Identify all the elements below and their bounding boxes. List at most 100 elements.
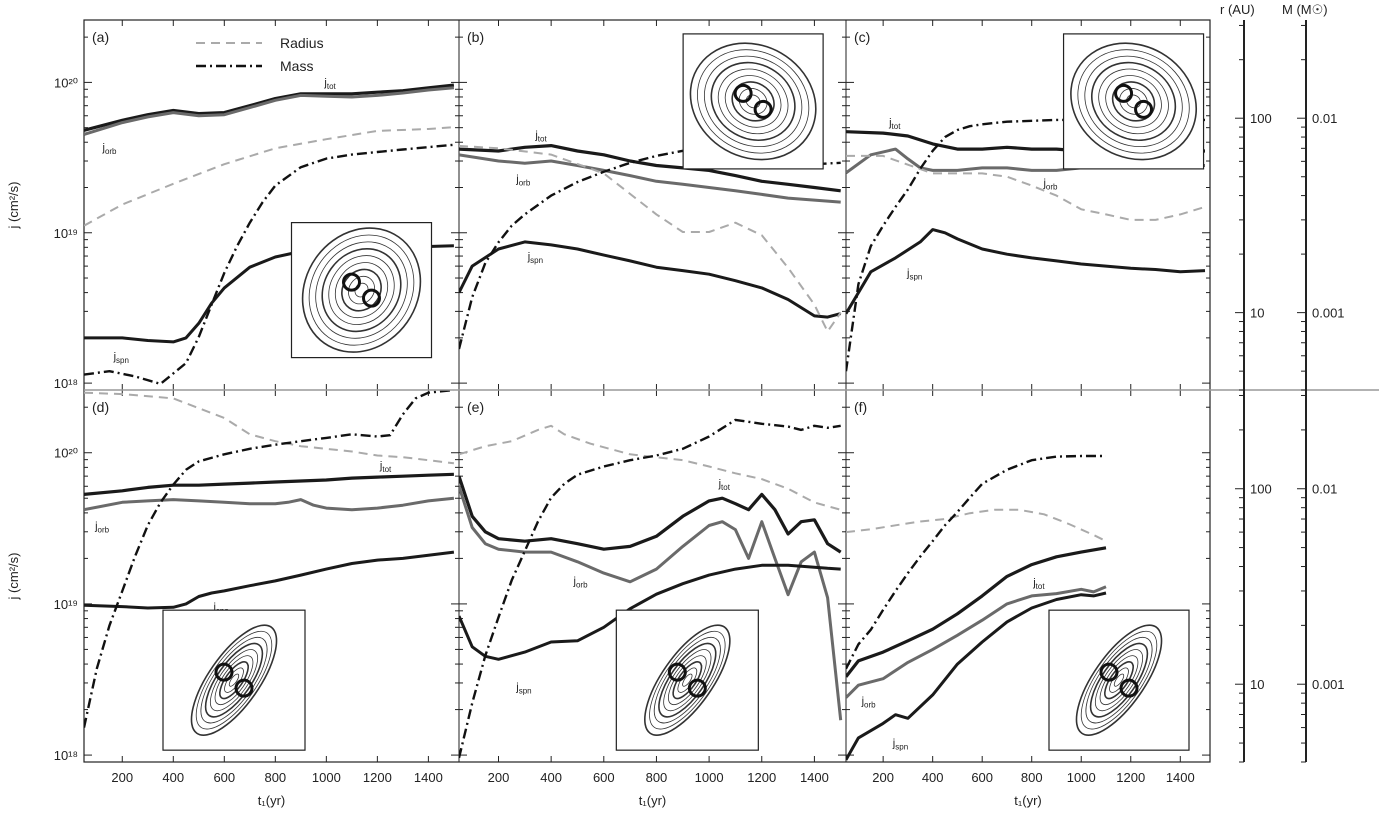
x-tick-label: 400 [922, 770, 944, 785]
curve-label-sub: orb [1046, 182, 1058, 191]
x-tick-label: 600 [213, 770, 235, 785]
inset-contour [1119, 88, 1148, 115]
y-tick-label: 10¹⁸ [54, 376, 78, 391]
panel-label: (f) [854, 399, 867, 415]
curve-label-j-tot: jtot [379, 460, 392, 474]
inset-contour [738, 88, 768, 115]
inset-contour-image [682, 33, 824, 170]
curve-label-j-orb: jorb [515, 174, 531, 188]
y-axis-title: j (cm²/s) [6, 553, 21, 601]
x-axis-title: t₁(yr) [639, 793, 667, 808]
series-j-spn [84, 550, 455, 610]
curve-label-j-tot: jtot [1032, 577, 1045, 591]
series-j-spn [846, 591, 1107, 761]
inset-contour [658, 642, 717, 718]
right-tick-label: 0.01 [1312, 482, 1337, 497]
series-j-orb [846, 585, 1107, 699]
x-tick-label: 1000 [312, 770, 341, 785]
y-tick-label: 10²⁰ [54, 75, 78, 90]
curve-label-sub: spn [895, 743, 908, 752]
inset-frame [615, 609, 759, 751]
curve-label-sub: orb [105, 147, 117, 156]
inset-contour-image [1062, 33, 1205, 170]
x-tick-label: 800 [264, 770, 286, 785]
curve-label-j-tot: jtot [534, 130, 547, 144]
x-axis-title: t₁(yr) [258, 793, 286, 808]
series-radius [459, 144, 842, 333]
curve-label-sub: spn [530, 256, 543, 265]
curve-label-sub: orb [576, 580, 588, 589]
inset-contour [1098, 68, 1169, 135]
curve-label-sub: tot [721, 483, 731, 492]
inset-core [234, 678, 254, 698]
inset-contour-image [162, 609, 306, 751]
inset-frame [290, 222, 433, 359]
curve-label-j-tot: jtot [718, 478, 731, 492]
series-radius [84, 126, 454, 227]
inset-contour [341, 268, 382, 312]
inset-contour [301, 227, 422, 353]
y-tick-label: 10¹⁹ [54, 597, 78, 612]
curve-label-sub: spn [116, 356, 129, 365]
right-axis-mass: M (M☉) 0.001 0.01 0.001 0.01 [1282, 2, 1345, 763]
inset-contour [1090, 61, 1177, 141]
inset-contour [1075, 624, 1163, 736]
series-j-orb [459, 485, 843, 721]
inset-contour-image [290, 222, 433, 359]
inset-frame [1062, 33, 1205, 170]
x-tick-label: 1000 [695, 770, 724, 785]
curve-label-sub: orb [98, 526, 110, 535]
inset-contour [1105, 75, 1162, 128]
right-tick-label: 100 [1250, 111, 1272, 126]
panel-label: (e) [467, 399, 484, 415]
inset-contour [204, 642, 264, 718]
x-tick-label: 1400 [414, 770, 443, 785]
x-tick-label: 400 [162, 770, 184, 785]
inset-core [342, 272, 361, 292]
series-j-tot [84, 472, 454, 496]
x-tick-label: 600 [593, 770, 615, 785]
series-j-orb [459, 153, 841, 204]
curve-label-j-orb: jorb [101, 142, 117, 156]
right-axis-title: r (AU) [1220, 2, 1255, 17]
legend: Radius Mass [196, 35, 324, 74]
curve-label-sub: tot [382, 465, 392, 474]
x-tick-label: 1200 [363, 770, 392, 785]
inset-contour [190, 624, 278, 736]
curve-label-j-spn: jspn [892, 738, 908, 752]
series-group [84, 390, 455, 728]
inset-core [214, 662, 234, 682]
panel-a: 10¹⁸ 10¹⁹ 10²⁰ (a) jtot jorb jspn [54, 19, 460, 391]
inset-contour [348, 275, 375, 305]
x-tick-label: 1000 [1067, 770, 1096, 785]
inset-contour [1089, 642, 1149, 718]
series-group [459, 418, 843, 759]
series-j-orb [84, 496, 455, 512]
inset-core [1134, 99, 1154, 119]
inset-contour [321, 247, 402, 333]
right-tick-label: 100 [1250, 482, 1272, 497]
series-mass [846, 454, 1106, 670]
inset-frame [1048, 609, 1190, 751]
inset-contour [668, 655, 707, 706]
right-tick-label: 0.001 [1312, 306, 1345, 321]
series-j-spn [459, 240, 842, 319]
y-axis-title: j (cm²/s) [6, 182, 21, 230]
series-radius [846, 508, 1107, 542]
series-radius [84, 391, 455, 465]
inset-core [1119, 678, 1139, 698]
curve-label-sub: tot [1036, 582, 1046, 591]
right-tick-label: 10 [1250, 306, 1264, 321]
series-j-tot [459, 475, 842, 554]
curve-label-sub: orb [864, 700, 876, 709]
series-mass [459, 418, 841, 759]
x-tick-label: 1400 [1166, 770, 1195, 785]
inset-core [667, 662, 687, 682]
curve-label-j-spn: jspn [515, 681, 531, 695]
curve-label-sub: orb [519, 179, 531, 188]
series-radius [846, 154, 1206, 221]
curve-label-sub: tot [538, 135, 548, 144]
inset-contour [672, 661, 703, 700]
inset-frame [162, 609, 306, 751]
inset-contour [214, 655, 254, 706]
